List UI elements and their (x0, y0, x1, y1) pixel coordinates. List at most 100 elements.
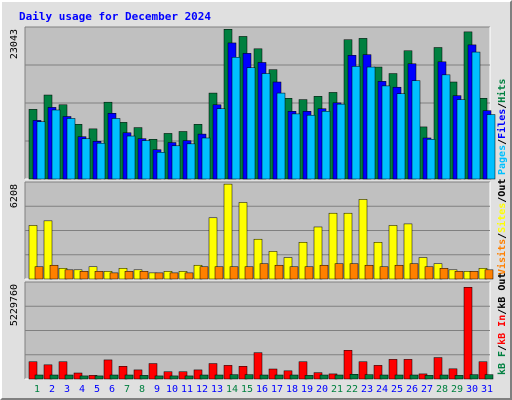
bar-kb-in (319, 374, 329, 380)
day-label: 27 (421, 384, 433, 395)
bar-sites (334, 263, 344, 280)
bar-kb-f (208, 363, 218, 380)
bar-kb-f (148, 363, 158, 380)
bar-visits (223, 183, 233, 280)
bar-kb-f (103, 359, 113, 380)
bar-pages (201, 137, 211, 180)
bar-kb-f (448, 368, 458, 380)
legend-part: Pages (497, 145, 508, 175)
bar-kb-in (79, 375, 89, 380)
bar-visits (253, 238, 263, 280)
bar-kb-in (439, 374, 449, 380)
day-label: 28 (436, 384, 448, 395)
bar-sites (274, 264, 284, 280)
bar-pages (411, 80, 421, 180)
bar-pages (351, 66, 361, 180)
bar-pages (291, 113, 301, 180)
day-label: 5 (94, 384, 100, 395)
bar-pages (396, 93, 406, 180)
bar-kb-f (133, 369, 143, 380)
bar-kb-in (349, 374, 359, 380)
legend-part: / (497, 309, 508, 315)
bar-pages (276, 92, 286, 180)
day-label: 23 (361, 384, 373, 395)
bar-sites (49, 264, 59, 280)
bar-sites (154, 272, 164, 280)
bar-pages (441, 74, 451, 180)
bar-sites (409, 263, 419, 280)
bar-kb-in (379, 374, 389, 380)
bar-sites (319, 264, 329, 280)
bar-pages (141, 140, 151, 180)
bar-kb-in (199, 374, 209, 380)
bar-sites (304, 266, 314, 280)
bar-visits (388, 225, 398, 280)
bar-kb-in (394, 374, 404, 380)
bar-kb-f (163, 371, 173, 380)
day-label: 25 (391, 384, 403, 395)
bar-kb-in (454, 375, 464, 380)
legend-part: / (497, 197, 508, 203)
bar-kb-f (193, 369, 203, 380)
bar-kb-f (43, 364, 53, 380)
bar-kb-in (424, 375, 434, 380)
bar-kb-f (373, 365, 383, 380)
bar-sites (469, 271, 479, 280)
bar-kb-in (289, 374, 299, 380)
bar-visits (43, 220, 53, 280)
legend-part: / (497, 103, 508, 109)
bar-sites (454, 271, 464, 280)
bar-pages (216, 108, 226, 180)
kbytes-panel-legend: kB F/kB In/kB Out (497, 273, 508, 375)
bar-kb-in (154, 375, 164, 380)
bar-kb-in (469, 374, 479, 380)
bar-visits (28, 225, 38, 280)
bar-sites (139, 271, 149, 280)
bar-pages (186, 143, 196, 180)
day-label: 11 (181, 384, 193, 395)
bar-kb-f (28, 361, 38, 380)
bar-sites (259, 263, 269, 280)
bar-pages (321, 111, 331, 180)
day-label: 9 (154, 384, 160, 395)
bar-pages (96, 142, 106, 180)
day-label: 16 (256, 384, 268, 395)
bar-sites (424, 266, 434, 280)
bar-kb-f (478, 361, 488, 380)
bar-kb-in (49, 374, 59, 380)
day-label: 15 (241, 384, 253, 395)
legend-part: / (497, 139, 508, 145)
day-label: 8 (139, 384, 145, 395)
bar-pages (126, 135, 136, 180)
day-label: 30 (466, 384, 478, 395)
bar-pages (366, 66, 376, 180)
bar-pages (486, 114, 496, 180)
bar-kb-in (334, 374, 344, 380)
bar-sites (289, 266, 299, 280)
bar-pages (456, 99, 466, 180)
legend-part: Visits (496, 239, 508, 275)
bar-kb-f (223, 365, 233, 380)
bar-kb-in (64, 374, 74, 380)
bar-kb-in (169, 375, 179, 380)
bar-sites (184, 272, 194, 280)
bar-pages (306, 114, 316, 180)
bar-kb-f (298, 361, 308, 380)
bar-sites (199, 266, 209, 280)
bar-kb-in (304, 375, 314, 380)
day-label: 12 (196, 384, 208, 395)
bar-kb-f (433, 357, 443, 380)
day-label: 24 (376, 384, 388, 395)
bar-kb-f (58, 361, 68, 380)
day-label: 19 (301, 384, 313, 395)
bar-sites (34, 266, 44, 280)
day-label: 21 (331, 384, 343, 395)
bar-kb-in (229, 374, 239, 380)
legend-part: Hits (496, 79, 508, 103)
bar-pages (231, 57, 241, 180)
bar-visits (208, 217, 218, 280)
bar-pages (261, 73, 271, 180)
bar-sites (484, 269, 494, 280)
day-label: 4 (79, 384, 85, 395)
bar-sites (439, 268, 449, 280)
